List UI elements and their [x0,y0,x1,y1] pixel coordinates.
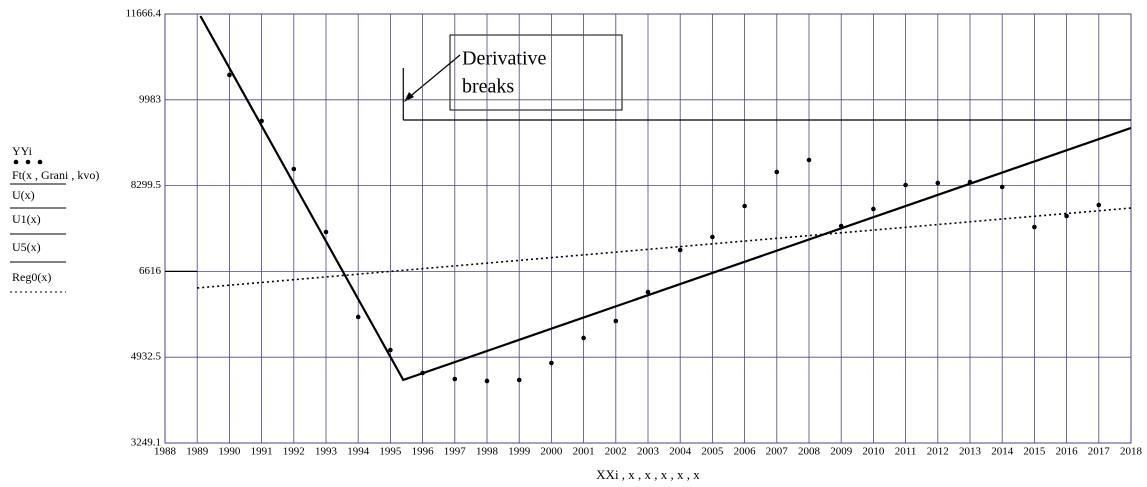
data-point [355,314,361,320]
x-tick-label: 2014 [991,446,1014,458]
x-tick-label: 2001 [573,446,595,458]
data-point [484,378,490,384]
x-tick-label: 1990 [218,446,241,458]
legend-marker [13,159,19,165]
data-point [613,318,619,324]
data-point [774,169,780,175]
data-point [677,247,683,253]
data-point [388,347,393,353]
x-tick-label: 2017 [1088,446,1111,458]
data-point [549,360,554,366]
legend-label: Ft(x , Grani , kvo) [12,168,99,182]
x-tick-label: 1988 [154,446,177,458]
annotation-arrow [406,54,461,100]
y-tick-label: 6616 [139,265,162,277]
y-tick-label: 3249.1 [131,437,161,449]
x-tick-label: 2013 [959,446,982,458]
x-tick-label: 1999 [508,446,531,458]
x-tick-label: 2010 [862,446,885,458]
data-point [452,376,458,382]
y-tick-label: 4932.5 [131,351,162,363]
legend-marker [37,159,43,165]
legend-label: YYi [12,144,33,158]
data-point [1032,224,1037,230]
data-point [806,157,812,163]
data-point [742,203,747,209]
data-point [935,180,941,186]
data-point [710,234,715,240]
annotation-text: Derivative [462,48,547,70]
x-tick-label: 1991 [251,446,273,458]
legend-label: Reg0(x) [12,270,51,284]
legend-label: U1(x) [12,212,41,226]
data-point [871,206,876,212]
x-tick-label: 2011 [895,446,917,458]
x-tick-label: 1989 [186,446,209,458]
data-point [291,166,297,172]
x-tick-label: 2008 [798,446,821,458]
x-tick-label: 1996 [412,446,435,458]
data-point [323,229,329,235]
x-tick-label: 2000 [540,446,563,458]
x-tick-label: 2009 [830,446,853,458]
x-tick-label: 2002 [605,446,627,458]
x-tick-label: 1997 [444,446,467,458]
annotation-text: breaks [462,76,514,98]
y-tick-label: 9983 [139,93,162,105]
series-line [199,15,1132,382]
x-tick-label: 1994 [347,446,370,458]
legend-marker [25,159,31,165]
x-tick-label: 2012 [927,446,949,458]
x-tick-label: 2005 [701,446,724,458]
x-tick-label: 2018 [1120,446,1143,458]
data-point [227,72,232,78]
data-point [903,182,908,188]
x-tick-label: 1995 [379,446,402,458]
legend-label: U5(x) [12,240,41,254]
x-tick-label: 1993 [315,446,338,458]
data-point [1096,202,1102,208]
x-tick-label: 2006 [734,446,757,458]
x-tick-label: 1998 [476,446,499,458]
data-point [1064,213,1069,219]
y-tick-label: 11666.4 [126,8,162,20]
x-axis-label: XXi , x , x , x , x , x [596,467,700,482]
x-tick-label: 2004 [669,446,692,458]
annotation-box [449,34,623,111]
x-tick-label: 2003 [637,446,660,458]
legend-label: U(x) [12,188,35,202]
x-tick-label: 2007 [766,446,789,458]
x-tick-label: 2016 [1056,446,1079,458]
x-tick-label: 2015 [1023,446,1046,458]
series-line [197,207,1132,289]
data-point [645,289,651,295]
data-point [999,184,1005,190]
data-point [516,377,522,383]
x-tick-label: 1992 [283,446,305,458]
y-tick-label: 8299.5 [131,179,162,191]
data-point [581,335,586,341]
